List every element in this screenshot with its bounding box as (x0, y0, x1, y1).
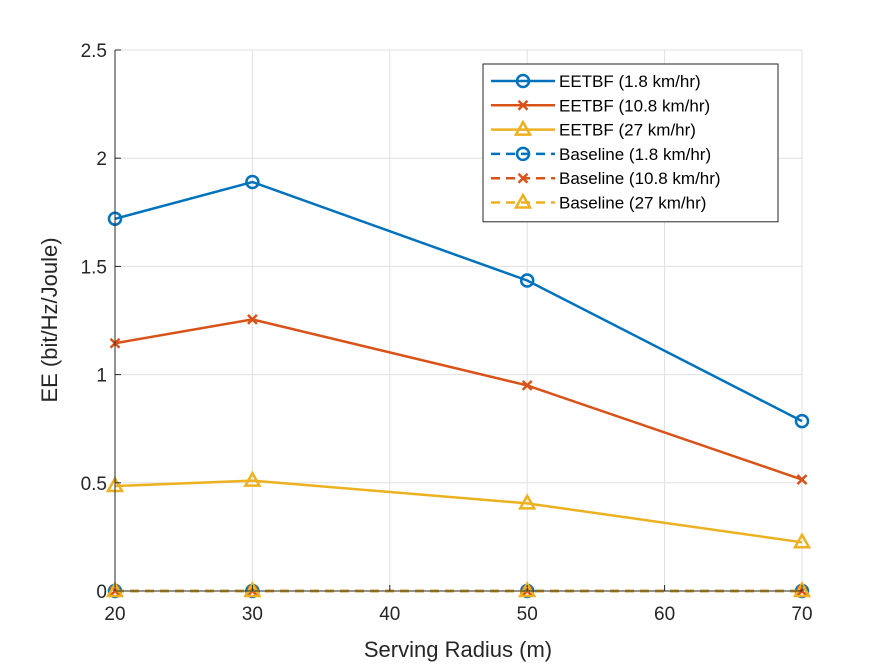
legend-item: Baseline (27 km/hr) (491, 192, 706, 213)
y-tick-label: 1.5 (81, 257, 107, 278)
legend-label: Baseline (27 km/hr) (559, 194, 706, 213)
legend-marker (517, 99, 529, 111)
data-point-marker (243, 580, 262, 598)
legend-item: EETBF (10.8 km/hr) (491, 96, 710, 115)
series-line (114, 479, 803, 544)
data-point-marker (243, 470, 262, 487)
x-axis-label: Serving Radius (m) (364, 637, 552, 662)
x-tick-label: 50 (517, 604, 538, 625)
legend-label: Baseline (1.8 km/hr) (559, 145, 711, 164)
x-tick-label: 40 (379, 604, 400, 625)
axes: 20 30 40 50 60 70 0 0.5 1 1.5 2 2.5 (81, 41, 813, 625)
data-point-marker (792, 580, 812, 598)
x-tick-label: 20 (104, 604, 125, 625)
data-point-marker (792, 532, 812, 549)
y-axis-label: EE (bit/Hz/Joule) (37, 237, 62, 402)
legend-marker (515, 73, 531, 89)
data-point-marker (247, 314, 258, 325)
series-3 (105, 470, 812, 549)
legend-box (482, 63, 779, 223)
data-point-marker (518, 580, 537, 598)
y-tick-label: 1 (96, 366, 107, 387)
data-point-marker (519, 273, 535, 288)
data-point-marker (518, 493, 537, 510)
y-tick-label: 2.5 (81, 41, 107, 62)
series-1 (107, 174, 810, 429)
legend-marker (513, 192, 533, 209)
legend-item: Baseline (1.8 km/hr) (491, 145, 711, 164)
legend-label: EETBF (27 km/hr) (559, 121, 696, 140)
data-point-marker (521, 380, 533, 391)
legend-label: Baseline (10.8 km/hr) (559, 169, 721, 188)
legend-marker (517, 172, 529, 184)
legend-item: Baseline (10.8 km/hr) (491, 169, 721, 188)
y-tick-label: 0 (96, 582, 107, 603)
y-tick-label: 0.5 (81, 474, 107, 495)
data-point-marker (245, 174, 260, 190)
x-tick-label: 60 (654, 604, 675, 625)
series-line (114, 318, 803, 481)
data-point-marker (794, 413, 810, 429)
legend-label: EETBF (10.8 km/hr) (559, 96, 710, 115)
data-point-marker (796, 474, 808, 485)
legend-item: EETBF (27 km/hr) (491, 119, 696, 140)
x-tick-label: 30 (242, 604, 263, 625)
legend-label: EETBF (1.8 km/hr) (559, 72, 701, 91)
series-line (114, 180, 803, 423)
y-tick-label: 2 (96, 149, 107, 170)
x-tick-label: 70 (791, 604, 812, 625)
legend-marker (515, 146, 531, 162)
legend: EETBF (1.8 km/hr) EETBF (10.8 km/hr) EETBF… (482, 63, 779, 223)
legend-item: EETBF (1.8 km/hr) (491, 72, 701, 91)
data-point-marker (105, 580, 125, 598)
legend-marker (513, 119, 533, 136)
